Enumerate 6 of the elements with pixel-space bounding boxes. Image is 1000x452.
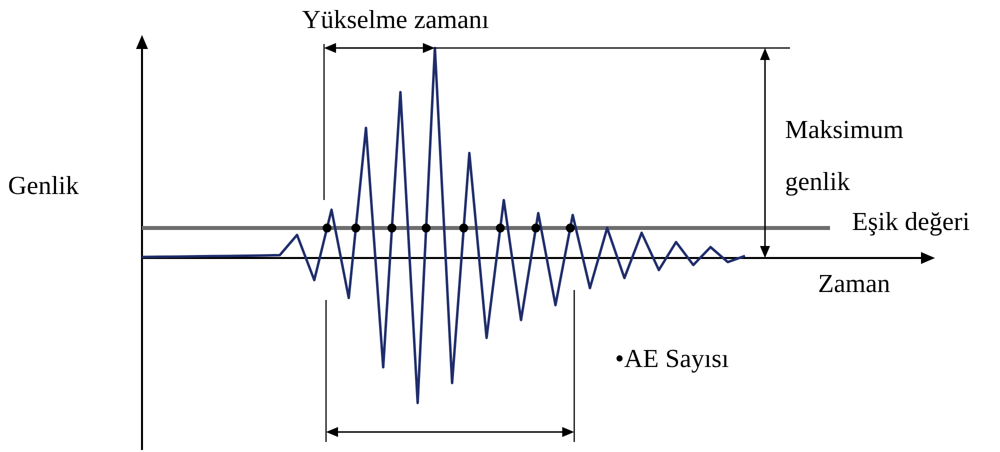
ref-line-label: Eşik değeri [852,206,970,238]
y-axis-title: Genlik [8,170,79,202]
text: Maksimum genlik [785,114,904,198]
x-axis-title: Zaman [818,268,890,300]
annotation: •AE Sayısı [615,343,729,374]
text: Yükselme zamanı [302,4,490,36]
